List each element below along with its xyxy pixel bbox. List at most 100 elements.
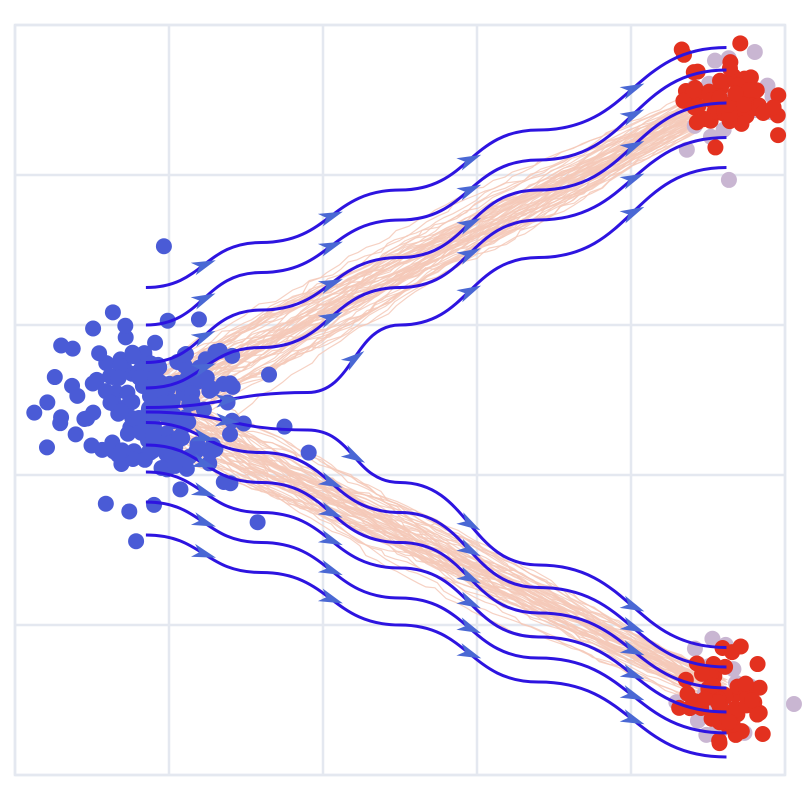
source-point	[198, 369, 215, 386]
source-point	[176, 346, 193, 363]
source-point	[202, 444, 219, 461]
source-point	[39, 394, 56, 411]
trajectory-line	[148, 394, 727, 692]
flow-arrowhead	[190, 293, 216, 310]
flow-arrowhead	[317, 471, 343, 488]
source-point	[222, 375, 239, 392]
source-point	[117, 317, 134, 334]
flow-arrowhead	[619, 109, 645, 126]
target-lower-point	[751, 679, 768, 696]
flow-arrowhead	[317, 241, 343, 257]
target-upper-point	[685, 82, 702, 99]
target-lower-samples-point	[785, 696, 802, 713]
flow-arrowhead	[456, 512, 481, 531]
source-point	[249, 514, 266, 531]
source-point	[124, 450, 141, 467]
source-point	[222, 426, 239, 443]
flow-arrowhead	[619, 595, 645, 612]
target-lower-point	[721, 713, 738, 730]
flow-arrowhead	[214, 413, 240, 427]
target-lower-point	[679, 685, 696, 702]
flow-arrowhead	[619, 173, 645, 190]
flow-lines	[145, 46, 727, 759]
source-point	[53, 337, 70, 354]
flow-arrowhead	[317, 312, 343, 329]
trajectory-line	[147, 90, 730, 385]
trajectory-line	[145, 81, 726, 395]
flow-line	[145, 443, 727, 690]
target-upper-point	[707, 139, 724, 156]
source-point	[125, 348, 142, 365]
source-point	[117, 329, 134, 346]
source-point	[85, 320, 102, 337]
source-point	[52, 415, 69, 432]
source-point	[131, 369, 148, 386]
sample-points	[668, 43, 802, 743]
flow-arrowhead	[190, 512, 216, 527]
flow-line	[145, 136, 727, 390]
source-point	[133, 424, 150, 441]
trajectory-line	[146, 417, 728, 703]
source-point	[121, 503, 138, 520]
source-point	[130, 409, 147, 426]
source-point	[84, 375, 101, 392]
flow-line	[145, 166, 727, 409]
flow-arrowhead	[619, 616, 645, 633]
source-point	[261, 366, 278, 383]
trajectory-line	[148, 105, 728, 441]
trajectory-line	[146, 95, 727, 391]
flow-arrowhead	[619, 664, 645, 680]
source-point	[300, 444, 317, 461]
source-point	[67, 426, 84, 443]
flow-line	[145, 410, 727, 649]
source-point	[112, 403, 129, 420]
target-upper-point	[712, 72, 729, 89]
flow-arrowhead	[317, 588, 343, 604]
trajectory-line	[146, 78, 728, 380]
target-lower-samples-point	[704, 630, 721, 647]
flow-arrowhead	[456, 643, 482, 659]
target-upper-point	[770, 87, 787, 104]
target-upper-point	[732, 35, 749, 52]
flow-arrowhead	[619, 206, 645, 224]
source-point	[128, 533, 145, 550]
source-point	[190, 311, 207, 328]
flow-arrowhead	[190, 363, 216, 378]
flow-arrowhead	[456, 248, 481, 265]
target-lower-point	[754, 725, 771, 742]
trajectory-line	[145, 113, 726, 425]
source-point	[201, 382, 218, 399]
flow-arrowhead	[619, 685, 645, 701]
flow-arrowhead	[191, 453, 216, 468]
target-upper-samples-point	[746, 43, 763, 60]
flow-arrowhead	[456, 218, 481, 235]
source-point	[155, 238, 172, 255]
target-upper-point	[770, 127, 787, 144]
flow-arrowhead	[456, 538, 481, 557]
flow-line	[145, 421, 727, 669]
flow-line	[145, 500, 727, 735]
source-point	[97, 495, 114, 512]
flow-arrowhead	[456, 617, 482, 634]
flow-arrowhead	[456, 285, 481, 303]
flow-line	[145, 46, 727, 289]
source-point	[76, 411, 93, 428]
target-upper-samples-point	[720, 171, 737, 188]
trajectory-line	[143, 89, 728, 375]
flow-arrowhead	[456, 154, 482, 171]
target-lower-point	[744, 692, 761, 709]
target-upper-point	[765, 99, 782, 116]
source-point	[147, 334, 164, 351]
flow-arrowhead	[190, 330, 216, 347]
flow-arrowhead	[619, 83, 645, 100]
source-point	[112, 357, 129, 374]
source-point	[172, 481, 189, 498]
source-point	[26, 404, 43, 421]
flow-arrowhead	[317, 211, 343, 227]
target-upper-point	[727, 85, 744, 102]
trajectory-line	[145, 412, 727, 692]
source-point	[146, 496, 163, 513]
flow-arrowhead	[190, 260, 216, 276]
source-point	[276, 418, 293, 435]
